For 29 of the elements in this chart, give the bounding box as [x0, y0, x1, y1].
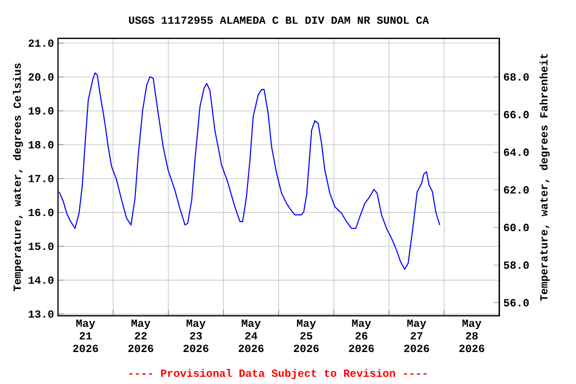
- x-tick-label: May 22 2026: [128, 320, 154, 352]
- y-tick-label: 17.0: [28, 174, 54, 182]
- y-tick-label: 21.0: [28, 39, 54, 47]
- y2-tick-label: 64.0: [504, 148, 529, 156]
- y2-tick-label: 68.0: [504, 73, 529, 81]
- x-tick-label: May 23 2026: [183, 320, 208, 352]
- y-tick-label: 19.0: [28, 107, 54, 115]
- y2-tick-label: 56.0: [504, 299, 529, 306]
- x-tick-label: May 28 2026: [459, 320, 484, 352]
- x-tick-label: May 21 2026: [73, 320, 98, 352]
- y2-tick-label: 66.0: [504, 110, 529, 118]
- x-tick-label: May 24 2026: [238, 320, 264, 352]
- y-tick-label: 14.0: [28, 276, 54, 284]
- y2-tick-label: 58.0: [504, 261, 529, 269]
- chart-title: USGS 11172955 ALAMEDA C BL DIV DAM NR SUNOL CA: [129, 16, 429, 24]
- x-tick-label: May 27 2026: [404, 320, 430, 352]
- y2-tick-label: 62.0: [504, 186, 529, 194]
- x-tick-label: May 25 2026: [294, 320, 319, 352]
- y2-axis-title: Temperature, water, degrees Fahrenheit: [540, 54, 550, 301]
- y-tick-label: 16.0: [28, 208, 54, 216]
- x-tick-label: May 26 2026: [348, 320, 374, 352]
- text: ---- Provisional Data Subject to Revision ----: [129, 368, 427, 380]
- y-tick-label: 13.0: [28, 310, 54, 318]
- y2-tick-label: 60.0: [504, 224, 529, 232]
- y-tick-label: 20.0: [28, 73, 54, 81]
- y-tick-label: 18.0: [28, 141, 54, 148]
- y-axis-title: Temperature, water, degrees Celsius: [12, 63, 24, 292]
- y-tick-label: 15.0: [28, 242, 54, 250]
- line-series: [58, 72, 440, 270]
